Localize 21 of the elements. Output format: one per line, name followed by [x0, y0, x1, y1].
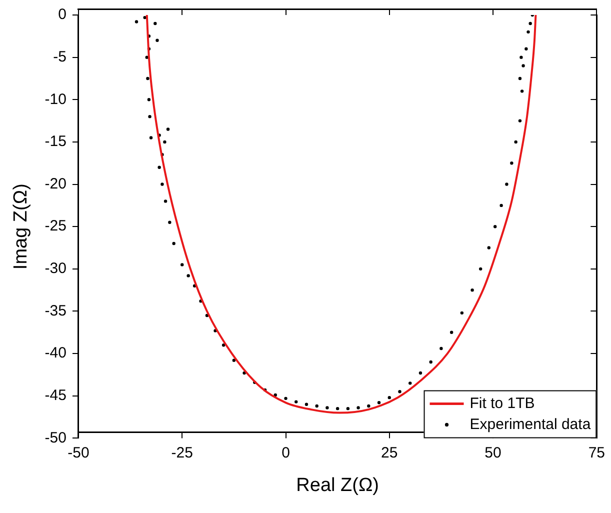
y-tick-label: -20 — [44, 175, 66, 192]
y-tick-label: -5 — [53, 48, 66, 66]
x-tick-label: 75 — [588, 444, 605, 462]
y-tick-label: -35 — [44, 302, 66, 320]
y-tick-label: -15 — [44, 133, 66, 150]
x-tick-label: 25 — [381, 444, 398, 462]
y-tick-label: -25 — [44, 218, 66, 235]
legend-label: Fit to 1TB — [470, 394, 535, 412]
x-axis-title: Real Z(Ω) — [296, 474, 379, 496]
y-tick-label: -50 — [44, 429, 66, 446]
x-tick-label: -50 — [68, 444, 90, 462]
x-tick-label: -25 — [171, 444, 193, 462]
y-tick-label: -40 — [44, 344, 66, 362]
y-tick-label: 0 — [58, 6, 66, 24]
y-tick-label: -30 — [44, 260, 66, 278]
y-axis-title: Imag Z(Ω) — [10, 184, 32, 270]
x-tick-label: 0 — [282, 444, 290, 462]
y-tick-label: -10 — [44, 90, 66, 108]
x-tick-label: 50 — [484, 444, 502, 462]
y-tick-label: -45 — [44, 387, 66, 404]
legend-label: Experimental data — [470, 416, 592, 433]
